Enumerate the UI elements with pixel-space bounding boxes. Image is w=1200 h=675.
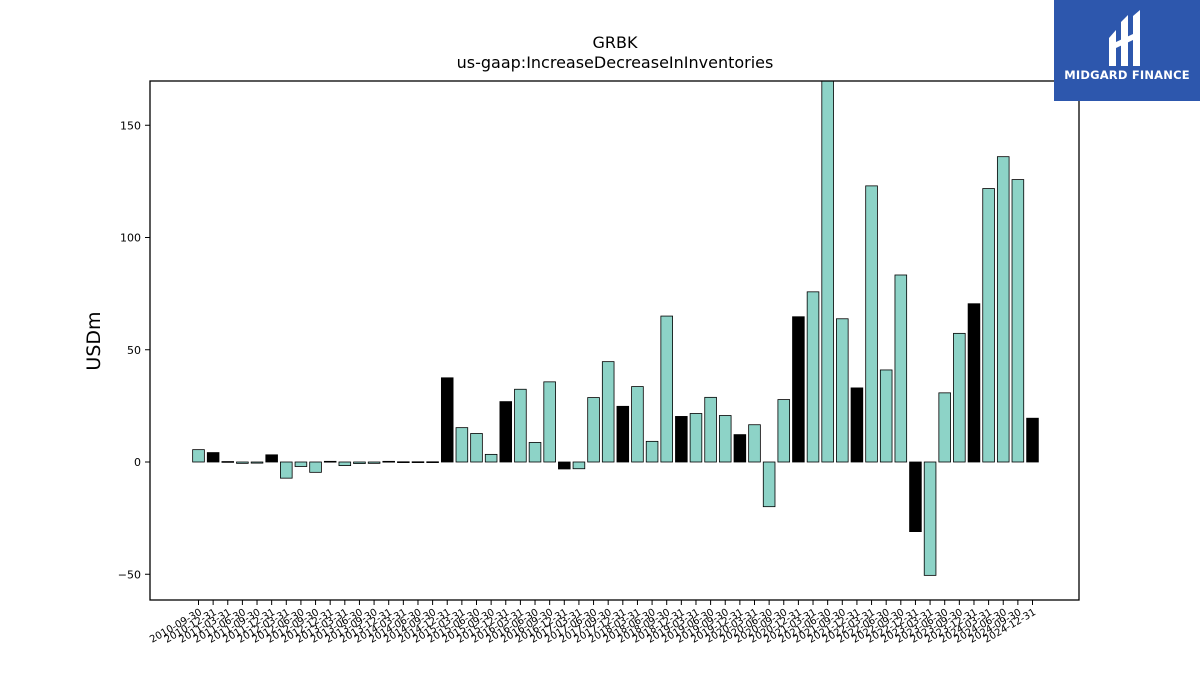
bar <box>938 392 951 463</box>
bar-series <box>192 80 1039 576</box>
chart-subtitle: us-gaap:IncreaseDecreaseInInventories <box>457 53 774 72</box>
bar <box>806 291 820 463</box>
bar <box>236 461 249 464</box>
bar <box>645 440 659 463</box>
bar <box>309 461 322 473</box>
bar <box>762 461 776 508</box>
bar <box>338 461 352 466</box>
bar <box>426 461 439 463</box>
bar <box>777 399 791 463</box>
bar <box>689 413 703 463</box>
bar <box>411 461 425 463</box>
midgard-logo-icon <box>1109 10 1140 66</box>
bar <box>543 381 556 463</box>
bar <box>558 461 571 470</box>
bar <box>528 442 542 463</box>
bar <box>455 427 469 463</box>
bar <box>704 396 717 463</box>
y-tick-label: 50 <box>127 344 141 357</box>
bar <box>1026 417 1039 463</box>
bar <box>514 388 527 463</box>
bar <box>675 416 688 463</box>
chart-title: GRBK <box>593 33 638 52</box>
bar <box>967 303 981 463</box>
bar <box>733 434 747 463</box>
bar <box>470 433 483 463</box>
bar <box>821 80 834 463</box>
plot-frame <box>149 80 1080 601</box>
bar <box>631 386 644 463</box>
midgard-finance-logo: MIDGARD FINANCE <box>1054 0 1200 101</box>
bar <box>382 460 395 463</box>
bar <box>601 361 615 463</box>
bar <box>982 188 995 463</box>
bar <box>894 274 908 463</box>
bar <box>748 424 761 463</box>
bar <box>953 332 966 463</box>
y-tick-label: −50 <box>118 568 141 581</box>
bar <box>192 449 205 463</box>
bar <box>865 185 878 463</box>
y-axis: −50 0 50 100 150 <box>118 119 150 581</box>
bar <box>879 369 893 463</box>
bar <box>909 461 922 532</box>
bar <box>323 460 337 463</box>
logo-text: MIDGARD FINANCE <box>1064 68 1190 82</box>
bar <box>792 316 805 463</box>
y-tick-label: 150 <box>120 119 141 132</box>
bar <box>280 461 293 479</box>
bar <box>718 415 732 463</box>
bar <box>294 461 308 467</box>
x-axis: 2010-09-302010-12-312011-03-312011-06-30… <box>148 600 1038 646</box>
bar <box>484 453 498 463</box>
bar <box>587 397 600 463</box>
bar <box>836 318 849 463</box>
bar <box>367 461 381 464</box>
bar <box>440 377 454 463</box>
bar <box>996 156 1010 463</box>
y-axis-label: USDm <box>83 311 105 370</box>
bar <box>353 461 366 464</box>
bar <box>250 461 264 464</box>
bar <box>616 405 630 463</box>
y-tick-label: 100 <box>120 232 141 245</box>
y-tick-label: 0 <box>134 456 141 469</box>
bar <box>499 401 513 463</box>
bar <box>221 461 235 463</box>
bar <box>660 315 673 463</box>
bar <box>923 461 937 576</box>
bar <box>397 461 410 463</box>
bar <box>265 454 278 463</box>
bar <box>1011 179 1025 463</box>
bar <box>850 387 864 463</box>
bar <box>206 452 220 463</box>
bar <box>572 461 586 470</box>
